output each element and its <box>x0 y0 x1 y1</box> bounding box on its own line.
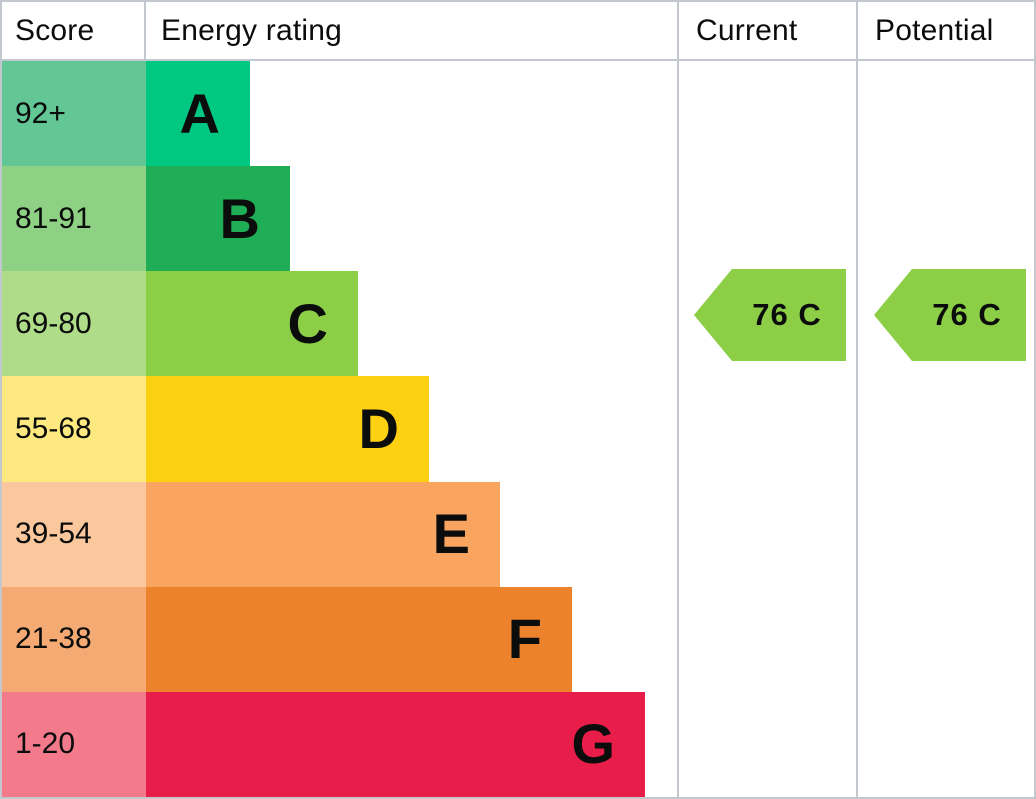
score-cell: 39-54 <box>2 481 146 587</box>
rating-bar: B <box>146 166 290 272</box>
band-letter: B <box>219 186 260 250</box>
score-cell: 81-91 <box>2 166 146 272</box>
current-rating-arrow: 76 C <box>694 269 846 361</box>
score-range-label: 69-80 <box>15 306 92 340</box>
current-column: Current 76 C <box>677 2 856 797</box>
score-header-label: Score <box>15 13 95 47</box>
current-header-cell: Current <box>679 2 856 61</box>
score-range-label: 92+ <box>15 96 66 130</box>
rating-bar: G <box>146 691 645 797</box>
band-row-e: 39-54 E <box>2 481 677 587</box>
table-header-left: Score Energy rating <box>2 2 677 61</box>
rating-bar: F <box>146 586 572 692</box>
band-row-c: 69-80 C <box>2 271 677 377</box>
band-row-b: 81-91 B <box>2 166 677 272</box>
band-row-d: 55-68 D <box>2 376 677 482</box>
potential-header-cell: Potential <box>858 2 1034 61</box>
rating-bar: D <box>146 376 429 482</box>
score-cell: 55-68 <box>2 376 146 482</box>
score-range-label: 21-38 <box>15 622 92 656</box>
band-letter: F <box>507 607 542 671</box>
potential-header-label: Potential <box>875 13 994 47</box>
potential-column: Potential 76 C <box>856 2 1034 797</box>
potential-rating-arrow: 76 C <box>874 269 1026 361</box>
band-row-g: 1-20 G <box>2 691 677 797</box>
potential-rating-label: 76 C <box>932 297 1002 332</box>
current-rating-label: 76 C <box>752 297 822 332</box>
score-cell: 69-80 <box>2 271 146 377</box>
score-range-label: 1-20 <box>15 727 76 761</box>
score-energy-column: Score Energy rating 92+ A 81-91 B <box>2 2 677 797</box>
rating-bar: C <box>146 271 358 377</box>
score-header-cell: Score <box>2 2 146 59</box>
band-letter: C <box>287 291 328 355</box>
score-cell: 21-38 <box>2 586 146 692</box>
score-range-label: 81-91 <box>15 201 92 235</box>
band-letter: A <box>179 81 220 145</box>
band-letter: E <box>432 502 470 566</box>
rating-bar: A <box>146 61 250 167</box>
energy-rating-header-label: Energy rating <box>161 13 343 47</box>
band-rows: 92+ A 81-91 B 69-80 C <box>2 61 677 797</box>
band-row-f: 21-38 F <box>2 586 677 692</box>
score-range-label: 39-54 <box>15 517 92 551</box>
score-cell: 1-20 <box>2 691 146 797</box>
rating-bar: E <box>146 481 500 587</box>
energy-rating-header-cell: Energy rating <box>146 2 677 59</box>
band-row-a: 92+ A <box>2 61 677 167</box>
score-range-label: 55-68 <box>15 411 92 445</box>
score-cell: 92+ <box>2 61 146 167</box>
band-letter: G <box>571 712 615 776</box>
band-letter: D <box>358 396 399 460</box>
current-header-label: Current <box>696 13 798 47</box>
